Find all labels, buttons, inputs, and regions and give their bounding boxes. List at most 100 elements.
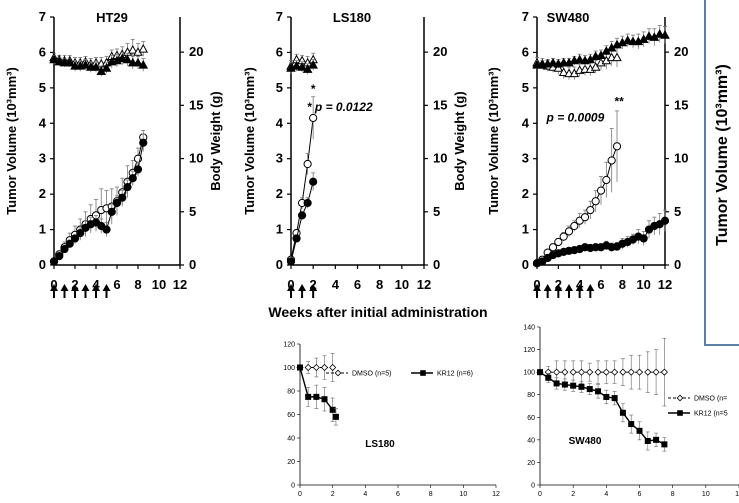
- data-point: [123, 182, 132, 192]
- y-tick-label: 1: [522, 222, 529, 237]
- data-point: [54, 56, 65, 66]
- y2-tick-label: 10: [674, 151, 688, 166]
- shared-x-axis-label: Weeks after initial administration: [268, 304, 487, 320]
- data-point: [639, 234, 648, 243]
- data-point: [118, 193, 127, 202]
- legend-marker: [420, 370, 426, 376]
- data-point: [564, 227, 574, 236]
- chart-title: SW480: [569, 436, 602, 447]
- data-point: [561, 381, 568, 388]
- y-tick-label: 6: [522, 44, 529, 59]
- data-point: [65, 239, 74, 248]
- y-tick-label: 40: [287, 436, 295, 443]
- data-point: [553, 380, 560, 387]
- x-tick-label: 12: [735, 491, 739, 498]
- data-point: [128, 174, 137, 183]
- data-point: [554, 237, 563, 247]
- y-tick-label: 3: [39, 151, 46, 166]
- x-tick-label: 2: [571, 491, 575, 498]
- data-point: [596, 186, 606, 195]
- legend-label: DMSO (n=5): [352, 371, 391, 378]
- y-tick-label: 0: [276, 257, 283, 272]
- dosing-arrow-head: [554, 284, 563, 291]
- y-tick-label: 7: [522, 9, 529, 24]
- y-tick-label: 20: [527, 460, 535, 467]
- data-point: [570, 221, 579, 231]
- data-point: [49, 257, 59, 266]
- dosing-arrow-head: [575, 284, 584, 291]
- data-point: [101, 63, 112, 72]
- chart-title: LS180: [365, 439, 395, 450]
- x-tick-label: 6: [113, 277, 120, 292]
- chart-ht29: 0123456702468101205101520HT29Tumor Volum…: [4, 9, 223, 298]
- y-tick-label: 4: [522, 115, 530, 130]
- dosing-arrow-head: [71, 284, 79, 291]
- y2-tick-label: 20: [674, 44, 688, 59]
- data-point: [286, 257, 296, 266]
- y-tick-label: 80: [527, 392, 535, 399]
- y-tick-label: 3: [522, 151, 529, 166]
- data-point: [586, 368, 594, 376]
- y2-tick-label: 20: [433, 44, 447, 59]
- data-point: [49, 54, 59, 64]
- data-point: [321, 396, 328, 403]
- y-tick-label: 2: [276, 186, 283, 201]
- data-point: [305, 393, 312, 400]
- y2-tick-label: 20: [189, 44, 203, 59]
- data-point: [578, 383, 585, 390]
- data-point: [574, 54, 585, 64]
- annotation-text: *: [311, 82, 316, 96]
- x-tick-label: 8: [619, 277, 626, 292]
- x-tick-label: 12: [658, 277, 672, 292]
- y-axis-label: Tumor Volume (10³mm³): [242, 67, 257, 215]
- y2-tick-label: 10: [189, 151, 203, 166]
- data-point: [653, 436, 660, 443]
- data-point: [76, 229, 85, 238]
- y-tick-label: 3: [276, 151, 283, 166]
- y-tick-label: 120: [283, 342, 295, 349]
- data-point: [309, 177, 318, 186]
- data-point: [602, 368, 610, 376]
- data-point: [329, 363, 337, 372]
- x-tick-label: 6: [638, 491, 642, 498]
- x-tick-label: 6: [396, 491, 400, 498]
- data-point: [303, 198, 312, 208]
- data-point: [602, 175, 611, 185]
- y-tick-label: 20: [287, 459, 295, 466]
- y-tick-label: 6: [39, 44, 46, 59]
- data-point: [320, 363, 329, 372]
- x-tick-label: 4: [576, 277, 584, 292]
- data-point: [548, 57, 558, 67]
- y-tick-label: 80: [287, 389, 295, 396]
- y-tick-label: 5: [39, 80, 46, 95]
- x-tick-label: 12: [492, 491, 500, 498]
- data-point: [603, 393, 610, 400]
- data-point: [303, 159, 312, 169]
- data-point: [55, 252, 64, 261]
- data-point: [596, 50, 606, 59]
- x-tick-label: 8: [429, 491, 433, 498]
- x-tick-label: 10: [459, 491, 467, 498]
- data-point: [612, 52, 622, 62]
- data-point: [558, 67, 569, 77]
- x-tick-label: 8: [671, 491, 675, 498]
- data-point: [660, 216, 670, 225]
- data-point: [594, 368, 602, 376]
- y-tick-label: 2: [39, 186, 46, 201]
- dosing-arrow-head: [565, 284, 573, 291]
- data-point: [302, 64, 313, 73]
- data-point: [312, 363, 320, 372]
- data-point: [291, 60, 302, 70]
- y2-tick-label: 0: [674, 257, 681, 272]
- data-point: [577, 368, 586, 376]
- legend-marker: [334, 369, 342, 377]
- chart-ls180: 0123456702468101205101520LS180Tumor Volu…: [242, 9, 467, 298]
- data-point: [622, 35, 633, 45]
- y-tick-label: 1: [39, 222, 46, 237]
- data-point: [297, 211, 307, 220]
- series-line: [539, 371, 665, 445]
- data-point: [590, 62, 601, 71]
- data-point: [660, 30, 670, 39]
- dosing-arrow-head: [309, 284, 318, 291]
